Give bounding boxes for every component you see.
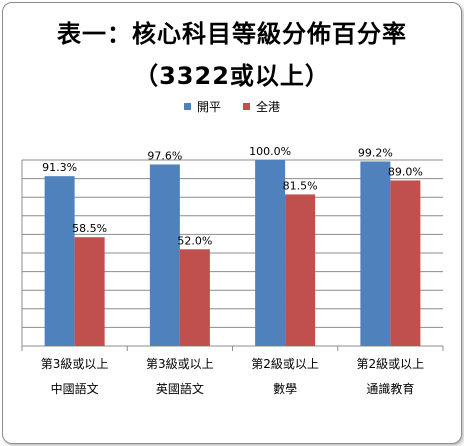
category-label-line2: 英國語文 — [156, 381, 204, 396]
category-label-line2: 數學 — [273, 382, 297, 396]
data-label-kaiping-2: 100.0% — [249, 145, 291, 158]
data-label-hk-1: 52.0% — [177, 234, 212, 247]
data-label-hk-2: 81.5% — [283, 179, 318, 192]
category-label-line2: 通識教育 — [366, 381, 414, 396]
category-label-line1: 第3級或以上 — [41, 357, 109, 371]
legend-label-kaiping: 開平 — [196, 100, 221, 114]
chart-title: 表一：核心科目等級分佈百分率 — [57, 20, 407, 48]
bar-kaiping-2 — [255, 160, 286, 346]
data-label-hk-0: 58.5% — [72, 222, 107, 235]
data-label-kaiping-3: 99.2% — [358, 146, 393, 159]
legend-label-hk: 全港 — [256, 100, 281, 114]
category-label-line1: 第2級或以上 — [251, 357, 319, 371]
legend-item-kaiping: 開平 — [183, 98, 221, 115]
bar-hk-3 — [390, 180, 421, 346]
bar-hk-0 — [74, 237, 105, 346]
bar-kaiping-0 — [44, 176, 75, 346]
chart-subtitle: （3322或以上） — [134, 62, 330, 90]
legend-swatch-kaiping — [183, 103, 191, 110]
bar-kaiping-1 — [149, 164, 180, 346]
bar-hk-1 — [179, 249, 210, 346]
category-label-line2: 中國語文 — [51, 381, 99, 396]
data-label-kaiping-1: 97.6% — [147, 149, 182, 162]
legend-item-hk: 全港 — [243, 98, 280, 115]
bar-hk-2 — [285, 194, 316, 346]
category-label-line1: 第2級或以上 — [357, 357, 425, 371]
legend-swatch-hk — [243, 103, 250, 110]
category-label-line1: 第3級或以上 — [146, 357, 214, 371]
data-label-kaiping-0: 91.3% — [42, 161, 77, 174]
legend: 開平 全港 — [0, 98, 464, 115]
bar-kaiping-3 — [360, 161, 391, 346]
data-label-hk-3: 89.0% — [388, 165, 423, 178]
